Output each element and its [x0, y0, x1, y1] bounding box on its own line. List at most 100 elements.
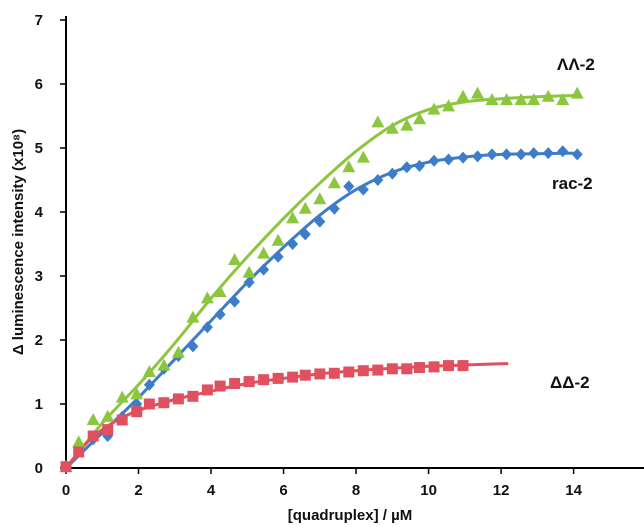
y-tick-label: 0	[35, 460, 43, 477]
data-point-rac	[528, 147, 540, 160]
x-tick-label: 12	[493, 482, 510, 499]
data-point-rac	[287, 238, 299, 250]
data-point-delta-delta	[158, 397, 170, 409]
data-point-rac	[414, 159, 426, 172]
data-point-delta-delta	[243, 376, 255, 388]
series-label-lambda-lambda: ΛΛ-2	[557, 55, 595, 74]
data-point-rac	[229, 295, 241, 308]
data-point-rac	[314, 215, 326, 228]
data-point-lambda-lambda	[200, 291, 214, 304]
data-point-lambda-lambda	[456, 89, 470, 102]
data-point-lambda-lambda	[442, 99, 456, 112]
data-point-lambda-lambda	[371, 115, 385, 128]
y-axis-title: Δ luminescence intensity (x10⁸)	[10, 129, 27, 355]
data-point-lambda-lambda	[556, 93, 570, 105]
data-point-delta-delta	[272, 372, 284, 384]
data-point-delta-delta	[87, 430, 99, 442]
data-point-delta-delta	[401, 363, 413, 375]
data-point-lambda-lambda	[527, 93, 541, 105]
data-point-rac	[443, 153, 455, 166]
y-tick-label: 3	[35, 268, 43, 285]
data-point-lambda-lambda	[186, 310, 200, 323]
data-point-delta-delta	[328, 367, 340, 379]
data-point-lambda-lambda	[171, 345, 185, 358]
data-point-rac	[557, 145, 569, 158]
data-point-delta-delta	[428, 361, 440, 373]
data-point-delta-delta	[372, 364, 384, 376]
data-point-lambda-lambda	[101, 409, 115, 422]
data-point-rac	[372, 174, 384, 186]
data-point-rac	[401, 161, 413, 174]
data-markers	[59, 86, 584, 473]
data-point-rac	[472, 150, 484, 163]
data-point-lambda-lambda	[142, 365, 156, 377]
data-point-rac	[187, 340, 199, 353]
series-label-delta-delta: ΔΔ-2	[550, 373, 590, 392]
data-point-lambda-lambda	[570, 86, 584, 99]
data-point-rac	[143, 378, 155, 391]
data-point-rac	[258, 263, 270, 276]
x-tick-label: 14	[565, 482, 582, 499]
data-point-rac	[386, 167, 398, 180]
data-point-rac	[214, 308, 226, 321]
data-point-rac	[571, 148, 583, 161]
data-point-delta-delta	[314, 368, 326, 380]
y-tick-label: 4	[35, 204, 44, 221]
data-point-lambda-lambda	[356, 150, 370, 163]
data-point-delta-delta	[102, 424, 114, 436]
data-point-lambda-lambda	[400, 118, 414, 131]
data-point-rac	[299, 228, 311, 241]
data-point-lambda-lambda	[157, 358, 171, 371]
data-point-lambda-lambda	[298, 201, 312, 214]
data-point-delta-delta	[116, 414, 128, 426]
x-tick-label: 8	[352, 482, 360, 499]
x-axis-title: [quadruplex] / µM	[288, 507, 412, 524]
data-point-delta-delta	[214, 380, 226, 392]
data-point-lambda-lambda	[257, 246, 271, 259]
data-point-lambda-lambda	[342, 160, 356, 173]
data-point-lambda-lambda	[115, 390, 129, 403]
y-tick-label: 2	[35, 332, 43, 349]
data-point-delta-delta	[443, 360, 455, 372]
data-point-lambda-lambda	[72, 435, 86, 448]
data-point-delta-delta	[258, 374, 270, 386]
data-point-lambda-lambda	[242, 265, 256, 278]
data-point-lambda-lambda	[500, 93, 514, 105]
data-point-delta-delta	[172, 393, 184, 405]
series-label-rac: rac-2	[552, 174, 593, 193]
y-tick-label: 7	[35, 12, 43, 29]
data-point-rac	[486, 148, 498, 161]
data-point-lambda-lambda	[485, 93, 499, 105]
data-point-rac	[542, 147, 554, 160]
data-point-rac	[343, 180, 355, 193]
x-tick-label: 2	[134, 482, 142, 499]
data-point-delta-delta	[457, 360, 469, 372]
data-point-delta-delta	[343, 366, 355, 378]
data-point-lambda-lambda	[385, 121, 399, 134]
data-point-lambda-lambda	[541, 89, 555, 102]
data-point-rac	[201, 321, 213, 334]
data-point-delta-delta	[143, 398, 155, 410]
data-point-lambda-lambda	[327, 176, 341, 189]
data-point-lambda-lambda	[271, 233, 285, 246]
x-tick-label: 4	[207, 482, 216, 499]
data-point-lambda-lambda	[413, 112, 427, 125]
data-point-delta-delta	[357, 365, 369, 377]
data-point-rac	[428, 154, 440, 167]
data-point-delta-delta	[299, 369, 311, 381]
data-point-lambda-lambda	[86, 413, 100, 425]
x-tick-label: 10	[420, 482, 437, 499]
data-point-delta-delta	[414, 362, 426, 374]
data-point-rac	[328, 202, 340, 215]
data-point-rac	[357, 183, 369, 196]
data-point-lambda-lambda	[130, 387, 144, 400]
data-point-lambda-lambda	[427, 102, 441, 115]
data-point-delta-delta	[386, 363, 398, 375]
data-point-delta-delta	[131, 406, 143, 418]
data-point-lambda-lambda	[313, 192, 327, 205]
y-tick-label: 6	[35, 76, 43, 93]
data-point-lambda-lambda	[471, 86, 485, 99]
